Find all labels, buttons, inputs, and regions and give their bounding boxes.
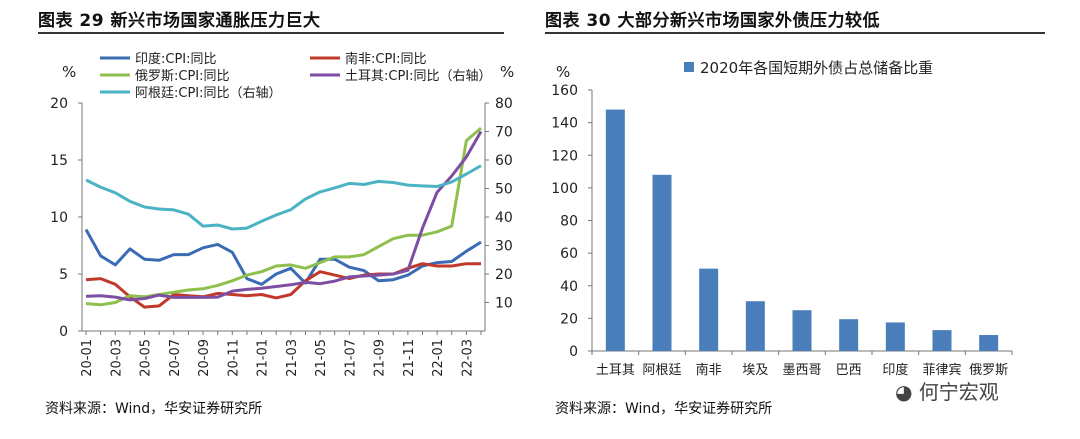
right-y-axis-unit: % xyxy=(500,63,514,81)
right-y-tick-label: 80 xyxy=(495,96,513,112)
right-y-tick-label: 60 xyxy=(495,153,513,169)
right-y-tick-label: 20 xyxy=(495,267,513,283)
bar-category-label: 巴西 xyxy=(836,363,862,378)
right-y-tick-label: 70 xyxy=(495,125,513,141)
bar-category-label: 土耳其 xyxy=(596,363,635,378)
bar-category-label: 南非 xyxy=(696,362,722,378)
bar-y-tick-label: 60 xyxy=(560,246,578,262)
left-y-axis-unit: % xyxy=(62,63,76,81)
left-x-tick-label: 20-05 xyxy=(139,339,154,377)
bar-y-axis-unit: % xyxy=(556,63,570,81)
series-line-2 xyxy=(85,262,481,309)
left-x-tick-label: 22-01 xyxy=(431,339,446,377)
legend-label-4: 土耳其:CPI:同比（右轴） xyxy=(345,69,492,84)
bar-y-tick-label: 80 xyxy=(560,214,578,230)
left-y-tick-label: 10 xyxy=(50,210,68,226)
left-y-tick-label: 20 xyxy=(50,96,68,112)
left-x-tick-label: 21-01 xyxy=(256,339,271,377)
bar-y-tick-label: 160 xyxy=(551,83,578,99)
left-x-tick-label: 20-09 xyxy=(197,339,212,377)
bar-category-label: 埃及 xyxy=(742,363,768,378)
series-line-3 xyxy=(85,126,482,307)
right-title-rule xyxy=(545,32,1045,34)
right-chart-title: 图表 30 大部分新兴市场国家外债压力较低 xyxy=(545,11,880,31)
bar-category-label: 阿根廷 xyxy=(642,363,681,378)
left-chart-title: 图表 29 新兴市场国家通胀压力巨大 xyxy=(38,11,321,31)
bar-9 xyxy=(979,335,999,351)
bar-y-tick-label: 100 xyxy=(551,181,578,197)
bar-category-label: 印度 xyxy=(882,362,908,378)
left-x-tick-label: 21-07 xyxy=(343,339,358,377)
series-line-5 xyxy=(85,164,482,231)
wechat-icon: ◕ xyxy=(895,380,913,404)
left-x-tick-label: 21-09 xyxy=(373,339,388,377)
left-x-tick-label: 21-05 xyxy=(314,339,329,377)
series-line-4 xyxy=(85,130,483,302)
left-chart-source: 资料来源：Wind，华安证券研究所 xyxy=(45,401,263,417)
legend-label-1: 印度:CPI:同比 xyxy=(135,51,217,67)
bar-category-label: 俄罗斯 xyxy=(969,363,1008,378)
bar-y-tick-label: 120 xyxy=(551,148,578,164)
bar-3 xyxy=(699,268,719,351)
left-y-tick-label: 0 xyxy=(59,324,68,340)
legend-label-5: 阿根廷:CPI:同比（右轴） xyxy=(135,86,282,101)
bar-y-tick-label: 140 xyxy=(551,116,578,132)
watermark: ◕ 何宁宏观 xyxy=(895,376,999,405)
bar-5 xyxy=(792,310,812,351)
left-y-tick-label: 15 xyxy=(50,153,68,169)
left-title-rule xyxy=(38,32,504,34)
right-chart-source: 资料来源：Wind，华安证券研究所 xyxy=(555,401,773,417)
left-x-tick-label: 21-11 xyxy=(402,339,417,377)
bar-y-tick-label: 40 xyxy=(560,279,578,295)
left-x-tick-label: 20-07 xyxy=(168,339,183,377)
legend-label-3: 俄罗斯:CPI:同比 xyxy=(135,69,230,84)
series-line-1 xyxy=(84,228,482,286)
right-y-tick-label: 30 xyxy=(495,239,513,255)
right-y-tick-label: 10 xyxy=(495,296,513,312)
bar-8 xyxy=(932,330,952,351)
right-y-tick-label: 50 xyxy=(495,182,513,198)
left-x-tick-label: 21-03 xyxy=(285,339,300,377)
bar-category-label: 菲律宾 xyxy=(922,362,961,378)
left-x-tick-label: 20-01 xyxy=(80,339,95,377)
watermark-text: 何宁宏观 xyxy=(918,380,999,404)
bar-legend-label: 2020年各国短期外债占总储备比重 xyxy=(700,59,933,77)
bar-category-label: 墨西哥 xyxy=(782,363,821,378)
left-y-tick-label: 5 xyxy=(59,267,68,283)
bar-legend-swatch xyxy=(684,62,694,72)
bar-y-tick-label: 20 xyxy=(560,311,578,327)
bar-2 xyxy=(652,174,672,351)
bar-7 xyxy=(885,322,905,351)
legend-label-2: 南非:CPI:同比 xyxy=(345,51,427,67)
bar-6 xyxy=(839,319,859,351)
right-y-tick-label: 40 xyxy=(495,210,513,226)
left-x-tick-label: 22-03 xyxy=(460,339,475,377)
bar-4 xyxy=(745,301,765,351)
bar-1 xyxy=(605,109,625,351)
left-x-tick-label: 20-03 xyxy=(109,339,124,377)
left-x-tick-label: 20-11 xyxy=(226,339,241,377)
bar-y-tick-label: 0 xyxy=(569,344,578,360)
